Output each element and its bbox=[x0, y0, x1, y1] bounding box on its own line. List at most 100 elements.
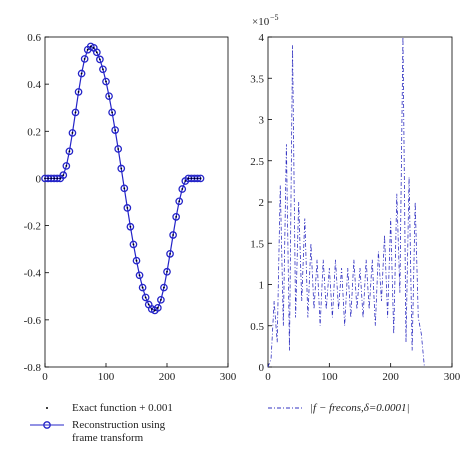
legend-label: |f − frecons,δ=0.0001| bbox=[310, 402, 410, 414]
y-tick-label: -0.2 bbox=[24, 221, 41, 233]
data-point bbox=[129, 240, 138, 249]
x-tick-label: 100 bbox=[98, 371, 115, 383]
data-point bbox=[62, 174, 65, 177]
data-point bbox=[114, 145, 123, 153]
data-point bbox=[196, 177, 199, 180]
data-point bbox=[56, 177, 59, 180]
data-point bbox=[111, 111, 113, 114]
data-point bbox=[135, 259, 138, 262]
y-tick-label: 0.4 bbox=[27, 79, 41, 91]
legend-marker bbox=[43, 421, 51, 429]
data-point bbox=[44, 177, 46, 180]
data-point bbox=[89, 45, 92, 48]
data-point bbox=[95, 51, 98, 54]
data-point bbox=[166, 250, 174, 258]
data-point bbox=[132, 256, 141, 265]
x-tick-label: 300 bbox=[444, 371, 461, 383]
data-point bbox=[175, 215, 178, 218]
y-tick-label: 0.6 bbox=[27, 32, 41, 44]
data-point bbox=[166, 270, 168, 273]
data-point bbox=[108, 95, 110, 98]
y-tick-label: 2.5 bbox=[250, 156, 264, 168]
y-tick-label: 1 bbox=[259, 280, 265, 292]
data-point bbox=[68, 129, 77, 137]
data-point bbox=[47, 177, 49, 180]
data-point bbox=[117, 148, 120, 150]
data-point bbox=[163, 267, 171, 276]
data-point bbox=[141, 293, 150, 302]
data-point bbox=[99, 65, 107, 74]
plot-frame bbox=[44, 36, 229, 368]
data-point bbox=[65, 165, 68, 167]
data-point bbox=[68, 150, 71, 153]
x-tick-label: 200 bbox=[159, 371, 176, 383]
data-point bbox=[102, 68, 104, 71]
x-tick-label: 200 bbox=[382, 371, 399, 383]
series-line bbox=[45, 45, 201, 312]
legend-label: Exact function + 0.001 bbox=[72, 402, 173, 414]
y-tick-label: 2 bbox=[259, 197, 265, 209]
data-point bbox=[102, 77, 110, 86]
data-point bbox=[126, 222, 135, 231]
y-tick-label: 4 bbox=[259, 32, 265, 44]
data-point bbox=[150, 308, 153, 310]
data-point bbox=[71, 108, 80, 117]
data-point bbox=[92, 46, 95, 49]
data-point bbox=[105, 92, 113, 101]
data-point bbox=[163, 286, 165, 289]
data-point bbox=[114, 129, 117, 132]
series-line bbox=[267, 36, 425, 368]
y-tick-label: 0 bbox=[36, 173, 42, 185]
y-multiplier-exponent: −5 bbox=[270, 13, 279, 22]
data-point bbox=[80, 55, 89, 63]
data-point bbox=[193, 177, 196, 180]
data-point bbox=[169, 252, 171, 255]
y-tick-label: 3 bbox=[259, 115, 265, 127]
data-point bbox=[111, 126, 120, 134]
data-point bbox=[178, 200, 181, 203]
data-point bbox=[74, 88, 83, 96]
data-point bbox=[147, 303, 150, 306]
data-point bbox=[123, 187, 126, 190]
data-point bbox=[187, 177, 190, 180]
data-point bbox=[178, 185, 187, 193]
data-point bbox=[199, 177, 202, 180]
data-point bbox=[105, 80, 107, 83]
data-point bbox=[157, 295, 165, 304]
data-point bbox=[144, 296, 147, 299]
data-point bbox=[120, 184, 129, 193]
data-point bbox=[154, 303, 162, 312]
x-tick-label: 100 bbox=[321, 371, 338, 383]
data-point bbox=[172, 213, 180, 221]
data-point bbox=[62, 162, 71, 170]
data-point bbox=[135, 271, 144, 280]
data-point bbox=[108, 108, 116, 117]
data-point bbox=[71, 132, 74, 134]
y-tick-label: 3.5 bbox=[250, 73, 264, 85]
legend-marker bbox=[46, 407, 48, 409]
data-point bbox=[83, 58, 86, 60]
data-point bbox=[141, 286, 144, 289]
data-point bbox=[123, 204, 132, 212]
data-point bbox=[172, 234, 175, 236]
data-point bbox=[126, 206, 129, 209]
data-point bbox=[77, 69, 86, 78]
data-point bbox=[117, 164, 126, 173]
y-tick-label: -0.4 bbox=[24, 268, 42, 280]
data-point bbox=[181, 188, 184, 190]
data-point bbox=[120, 167, 123, 170]
data-point bbox=[190, 177, 193, 180]
data-point bbox=[138, 283, 147, 292]
x-tick-label: 0 bbox=[265, 371, 271, 383]
data-point bbox=[169, 231, 177, 239]
data-point bbox=[175, 197, 184, 206]
data-point bbox=[80, 72, 83, 75]
data-point bbox=[138, 274, 141, 277]
data-point bbox=[96, 55, 104, 64]
y-multiplier: ×10 bbox=[252, 16, 270, 28]
y-tick-label: 1.5 bbox=[250, 238, 264, 250]
y-tick-label: 0.2 bbox=[27, 126, 41, 138]
data-point bbox=[86, 48, 89, 51]
